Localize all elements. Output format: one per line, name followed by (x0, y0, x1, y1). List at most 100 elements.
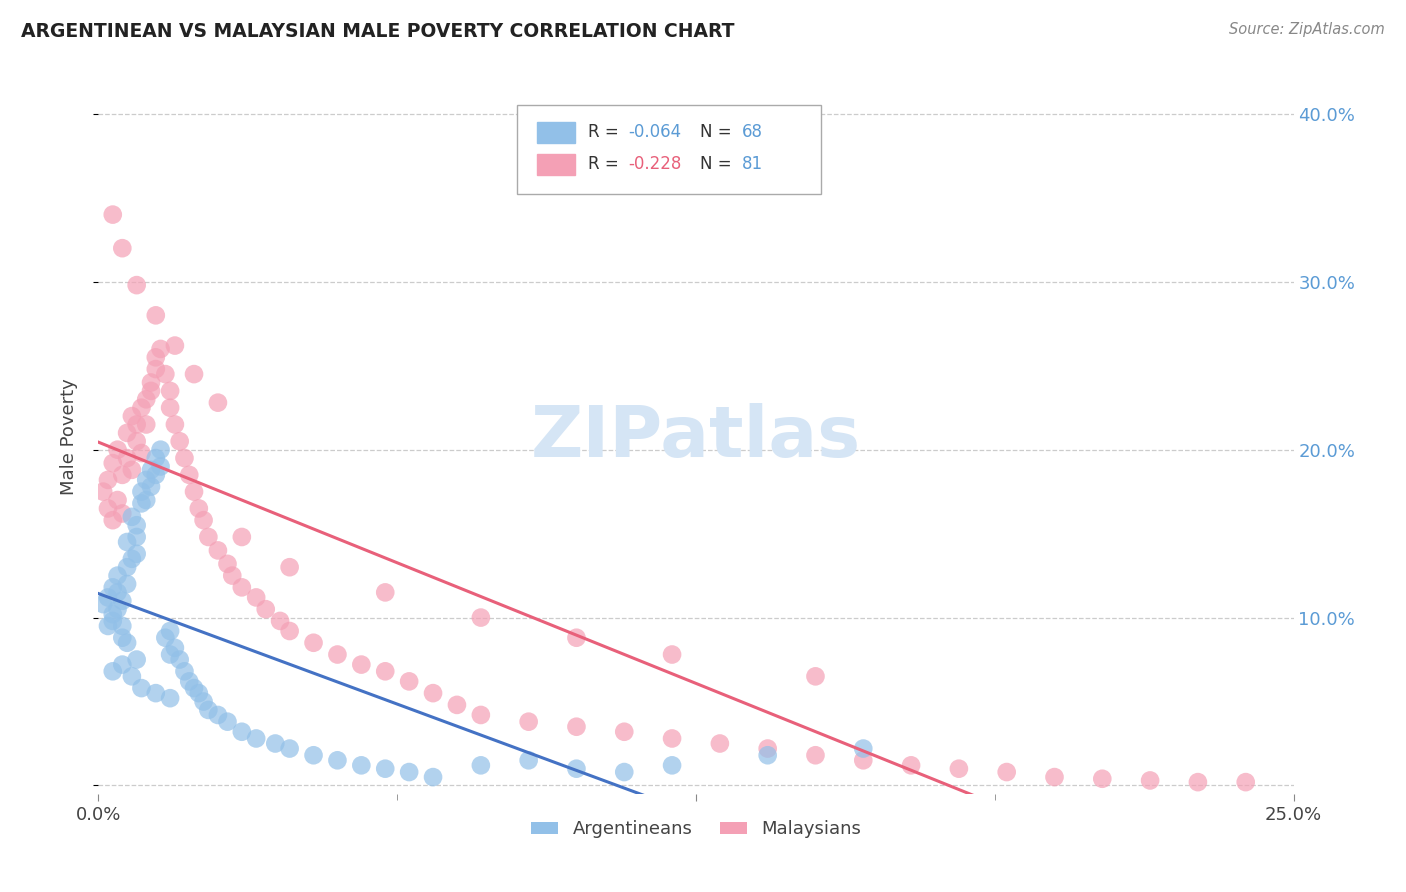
Point (145, 467, 167, 482)
Point (183, 367, 205, 381)
Point (101, 456, 124, 470)
Point (948, 762, 970, 776)
Point (159, 691, 181, 706)
Text: R =: R = (589, 155, 624, 173)
Point (145, 351, 167, 365)
Point (179, 674, 201, 689)
Point (852, 741, 875, 756)
Point (125, 530, 148, 544)
Point (470, 708, 492, 723)
Point (125, 417, 148, 432)
Point (163, 640, 186, 655)
Point (131, 484, 153, 499)
Point (115, 425, 138, 440)
Text: N =: N = (700, 155, 737, 173)
Text: ARGENTINEAN VS MALAYSIAN MALE POVERTY CORRELATION CHART: ARGENTINEAN VS MALAYSIAN MALE POVERTY CO… (21, 22, 734, 41)
Point (269, 614, 291, 628)
Point (139, 384, 162, 398)
Point (97, 473, 120, 487)
Point (101, 607, 124, 622)
Point (756, 741, 779, 756)
Point (107, 602, 129, 616)
Point (125, 434, 148, 449)
Point (91, 597, 114, 611)
Point (193, 513, 215, 527)
Point (159, 401, 181, 415)
Point (107, 442, 129, 457)
Point (131, 446, 153, 460)
Point (231, 580, 253, 594)
Point (231, 530, 253, 544)
Point (207, 395, 229, 409)
Point (217, 557, 239, 571)
Point (149, 442, 172, 457)
Point (139, 376, 162, 390)
Point (115, 560, 138, 574)
Point (131, 401, 153, 415)
Point (661, 648, 683, 662)
Point (101, 513, 124, 527)
Point (111, 657, 134, 672)
Point (231, 724, 253, 739)
Point (121, 463, 143, 477)
Point (97, 591, 120, 605)
Bar (537, 153, 575, 175)
Point (470, 758, 492, 772)
Point (900, 758, 922, 772)
Point (111, 507, 134, 521)
Point (254, 602, 277, 616)
Y-axis label: Male Poverty: Male Poverty (59, 379, 77, 495)
Point (374, 762, 396, 776)
Point (131, 496, 153, 510)
Point (852, 753, 875, 767)
Point (207, 708, 229, 723)
Point (139, 463, 162, 477)
Point (159, 648, 181, 662)
Point (197, 530, 219, 544)
Text: 81: 81 (741, 155, 762, 173)
Point (101, 208, 124, 222)
Bar (537, 121, 575, 143)
Point (221, 568, 243, 582)
Point (111, 619, 134, 633)
Point (145, 686, 167, 700)
Point (125, 278, 148, 293)
Legend: Argentineans, Malaysians: Argentineans, Malaysians (524, 814, 868, 846)
Point (135, 493, 157, 508)
Point (97, 619, 120, 633)
Text: R =: R = (589, 123, 624, 141)
Point (107, 493, 129, 508)
Text: ZIPatlas: ZIPatlas (531, 402, 860, 472)
Point (121, 409, 143, 423)
Point (995, 765, 1018, 780)
Point (149, 459, 172, 474)
Point (245, 731, 267, 746)
Text: 68: 68 (741, 123, 762, 141)
Point (398, 765, 420, 780)
Point (1187, 775, 1209, 789)
Point (115, 535, 138, 549)
Point (115, 451, 138, 466)
Point (326, 648, 349, 662)
Point (145, 309, 167, 323)
Point (1043, 770, 1066, 784)
Point (159, 624, 181, 638)
Point (374, 585, 396, 599)
Point (804, 748, 827, 763)
Point (107, 585, 129, 599)
Point (97, 501, 120, 516)
Point (350, 657, 373, 672)
Point (121, 669, 143, 683)
Point (565, 762, 588, 776)
Point (155, 631, 177, 645)
Point (661, 731, 683, 746)
Point (207, 543, 229, 558)
Point (107, 568, 129, 582)
Point (709, 737, 731, 751)
Point (173, 665, 195, 679)
Point (187, 501, 209, 516)
Point (756, 748, 779, 763)
Point (350, 758, 373, 772)
Point (111, 631, 134, 645)
Point (135, 392, 157, 407)
